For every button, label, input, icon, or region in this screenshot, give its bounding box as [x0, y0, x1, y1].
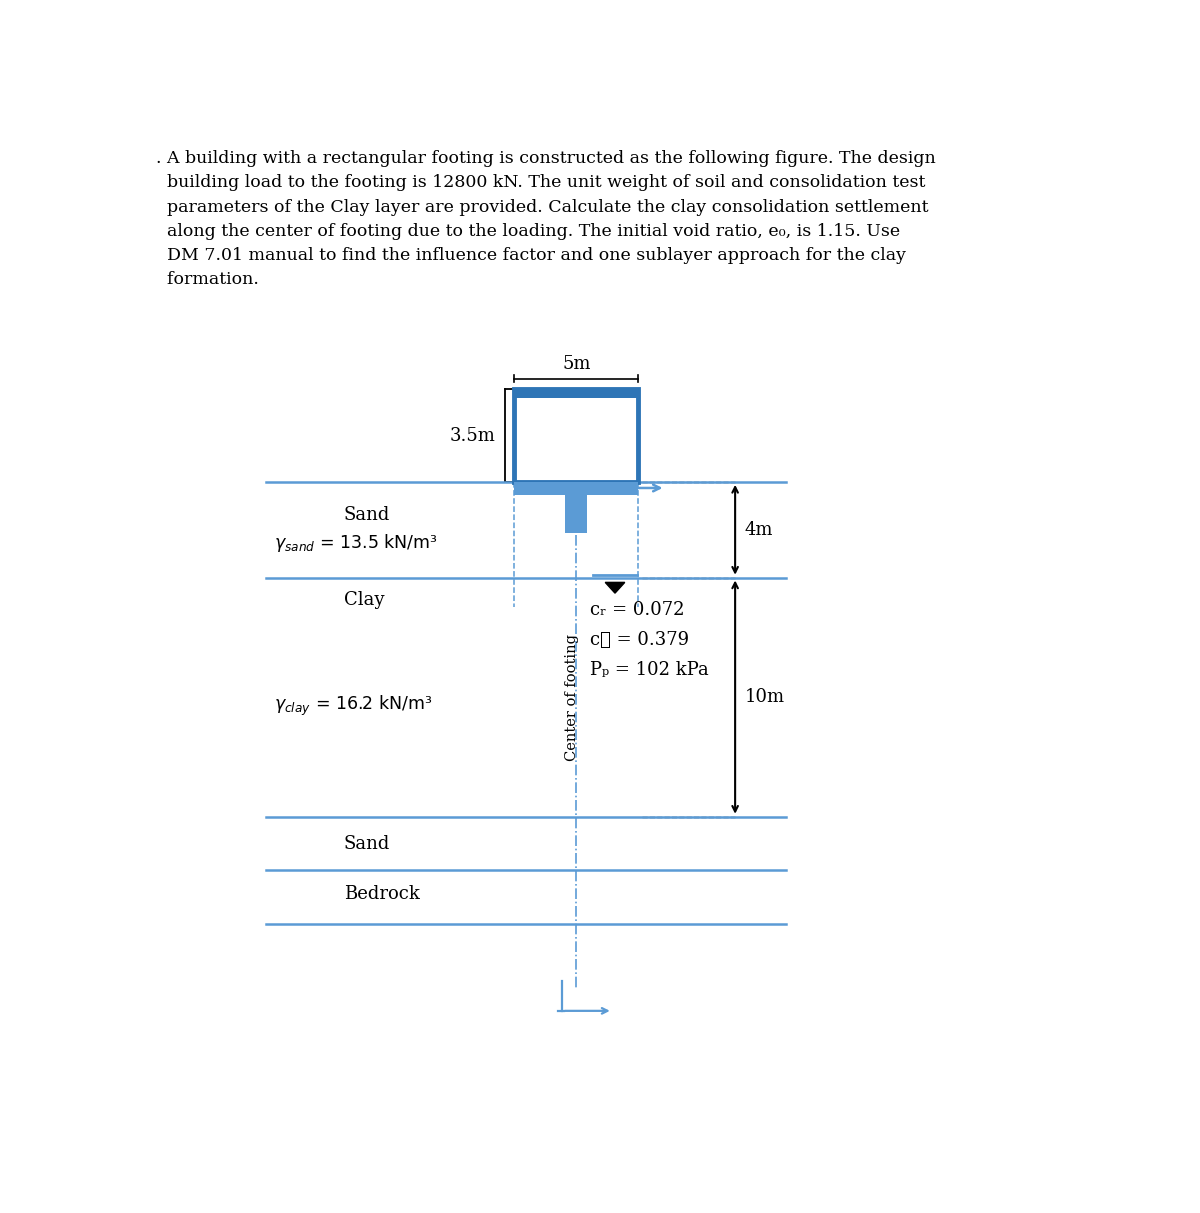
Text: cᵣ = 0.072: cᵣ = 0.072: [590, 602, 685, 620]
Text: Pₚ = 102 kPa: Pₚ = 102 kPa: [590, 661, 709, 679]
Text: $\gamma_{sand}$ = 13.5 kN/m³: $\gamma_{sand}$ = 13.5 kN/m³: [274, 533, 438, 554]
Bar: [515, 389, 638, 398]
Bar: [515, 389, 638, 482]
Bar: [565, 482, 587, 533]
Text: 4m: 4m: [744, 520, 773, 539]
Text: 3.5m: 3.5m: [450, 427, 496, 445]
Bar: [559, 482, 593, 494]
Text: Clay: Clay: [343, 591, 384, 609]
Text: . A building with a rectangular footing is constructed as the following figure. : . A building with a rectangular footing …: [156, 150, 936, 289]
Text: Center of footing: Center of footing: [565, 633, 580, 761]
Text: Sand: Sand: [343, 835, 390, 853]
Polygon shape: [605, 582, 625, 593]
Text: 5m: 5m: [562, 354, 590, 372]
Text: 10m: 10m: [744, 688, 785, 706]
Text: $\gamma_{clay}$ = 16.2 kN/m³: $\gamma_{clay}$ = 16.2 kN/m³: [274, 694, 432, 718]
Text: cⲟ = 0.379: cⲟ = 0.379: [590, 631, 689, 649]
Bar: [515, 389, 638, 393]
Text: Bedrock: Bedrock: [343, 885, 420, 904]
Bar: [515, 482, 638, 495]
Text: Sand: Sand: [343, 506, 390, 524]
